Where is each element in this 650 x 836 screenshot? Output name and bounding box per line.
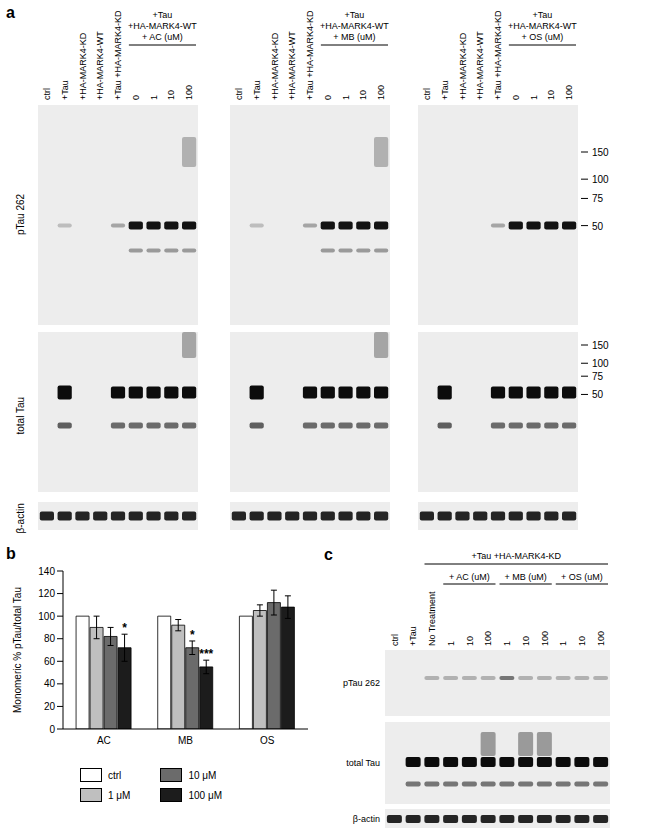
svg-text:+HA-MARK4-KD: +HA-MARK4-KD xyxy=(458,32,468,100)
svg-text:20: 20 xyxy=(44,701,56,712)
svg-text:*: * xyxy=(190,628,195,642)
svg-text:1: 1 xyxy=(502,641,512,646)
svg-text:150: 150 xyxy=(592,340,609,351)
svg-text:140: 140 xyxy=(38,566,55,577)
svg-text:+Tau: +Tau xyxy=(345,10,365,20)
html-text:1 μM: 1 μM xyxy=(108,789,131,801)
svg-text:1: 1 xyxy=(341,95,351,100)
svg-text:100: 100 xyxy=(592,174,609,185)
svg-text:150: 150 xyxy=(592,147,609,158)
svg-text:+HA-MARK4-WT: +HA-MARK4-WT xyxy=(128,21,197,31)
svg-text:+Tau +HA-MARK4-KD: +Tau +HA-MARK4-KD xyxy=(305,10,315,100)
svg-text:a: a xyxy=(8,4,15,21)
svg-text:ctrl: ctrl xyxy=(42,88,52,100)
svg-text:+HA-MARK4-WT: +HA-MARK4-WT xyxy=(320,21,389,31)
svg-text:*: * xyxy=(122,621,127,635)
svg-text:0: 0 xyxy=(323,95,333,100)
html-text:ctrl: ctrl xyxy=(108,769,122,781)
svg-text:MB: MB xyxy=(178,735,193,746)
svg-text:+ AC (uM): + AC (uM) xyxy=(449,572,490,582)
svg-text:75: 75 xyxy=(592,371,604,382)
svg-text:+HA-MARK4-WT: +HA-MARK4-WT xyxy=(95,31,105,100)
svg-text:120: 120 xyxy=(38,588,55,599)
svg-text:75: 75 xyxy=(592,193,604,204)
svg-text:pTau 262: pTau 262 xyxy=(15,193,26,235)
svg-text:100: 100 xyxy=(540,631,550,646)
svg-text:+ AC (uM): + AC (uM) xyxy=(142,32,183,42)
svg-text:60: 60 xyxy=(44,656,56,667)
svg-text:10: 10 xyxy=(577,636,587,646)
svg-text:0: 0 xyxy=(511,95,521,100)
svg-text:+HA-MARK4-WT: +HA-MARK4-WT xyxy=(475,31,485,100)
svg-text:+Tau +HA-MARK4-KD: +Tau +HA-MARK4-KD xyxy=(113,10,123,100)
svg-text:100: 100 xyxy=(38,611,55,622)
svg-text:100: 100 xyxy=(592,358,609,369)
svg-text:+HA-MARK4-KD: +HA-MARK4-KD xyxy=(270,32,280,100)
svg-text:+ MB (uM): + MB (uM) xyxy=(504,572,546,582)
svg-text:+Tau +HA-MARK4-KD: +Tau +HA-MARK4-KD xyxy=(493,10,503,100)
svg-text:ctrl: ctrl xyxy=(234,88,244,100)
svg-text:***: *** xyxy=(199,647,213,661)
html-text:10 μM: 10 μM xyxy=(188,769,217,781)
svg-text:1: 1 xyxy=(558,641,568,646)
svg-text:1: 1 xyxy=(149,95,159,100)
svg-text:+HA-MARK4-WT: +HA-MARK4-WT xyxy=(287,31,297,100)
svg-text:+ OS (uM): + OS (uM) xyxy=(522,32,564,42)
svg-text:+ OS (uM): + OS (uM) xyxy=(561,572,603,582)
svg-text:total Tau: total Tau xyxy=(346,758,380,768)
svg-text:AC: AC xyxy=(97,735,111,746)
html-text:b: b xyxy=(6,545,16,562)
svg-text:OS: OS xyxy=(260,735,275,746)
svg-text:+Tau: +Tau xyxy=(408,626,418,646)
svg-text:10: 10 xyxy=(358,90,368,100)
svg-text:β-actin: β-actin xyxy=(15,503,26,533)
html-text:100 μM: 100 μM xyxy=(188,789,222,801)
svg-text:10: 10 xyxy=(546,90,556,100)
svg-text:total Tau: total Tau xyxy=(15,397,26,435)
svg-text:+Tau +HA-MARK4-KD: +Tau +HA-MARK4-KD xyxy=(471,551,561,561)
svg-text:ctrl: ctrl xyxy=(422,88,432,100)
svg-text:0: 0 xyxy=(49,724,55,735)
svg-text:100: 100 xyxy=(564,85,574,100)
svg-text:10: 10 xyxy=(521,636,531,646)
svg-text:100: 100 xyxy=(483,631,493,646)
svg-text:β-actin: β-actin xyxy=(353,814,380,824)
svg-text:+ MB (uM): + MB (uM) xyxy=(333,32,375,42)
svg-text:100: 100 xyxy=(376,85,386,100)
svg-text:40: 40 xyxy=(44,678,56,689)
svg-text:1: 1 xyxy=(529,95,539,100)
svg-text:No Treatment: No Treatment xyxy=(427,591,437,646)
svg-text:100: 100 xyxy=(184,85,194,100)
svg-text:0: 0 xyxy=(131,95,141,100)
svg-text:+HA-MARK4-KD: +HA-MARK4-KD xyxy=(78,32,88,100)
svg-text:+Tau: +Tau xyxy=(60,80,70,100)
svg-text:c: c xyxy=(324,546,333,563)
svg-text:+HA-MARK4-WT: +HA-MARK4-WT xyxy=(508,21,577,31)
svg-text:100: 100 xyxy=(596,631,606,646)
svg-text:+Tau: +Tau xyxy=(153,10,173,20)
svg-text:10: 10 xyxy=(166,90,176,100)
svg-text:+Tau: +Tau xyxy=(533,10,553,20)
svg-text:+Tau: +Tau xyxy=(440,80,450,100)
svg-text:50: 50 xyxy=(592,221,604,232)
svg-text:+Tau: +Tau xyxy=(252,80,262,100)
svg-text:80: 80 xyxy=(44,633,56,644)
svg-text:pTau 262: pTau 262 xyxy=(343,678,380,688)
svg-text:1: 1 xyxy=(446,641,456,646)
svg-text:10: 10 xyxy=(465,636,475,646)
svg-text:ctrl: ctrl xyxy=(390,634,400,646)
svg-text:50: 50 xyxy=(592,389,604,400)
svg-text:Monomeric % pTau/total Tau: Monomeric % pTau/total Tau xyxy=(12,587,23,713)
